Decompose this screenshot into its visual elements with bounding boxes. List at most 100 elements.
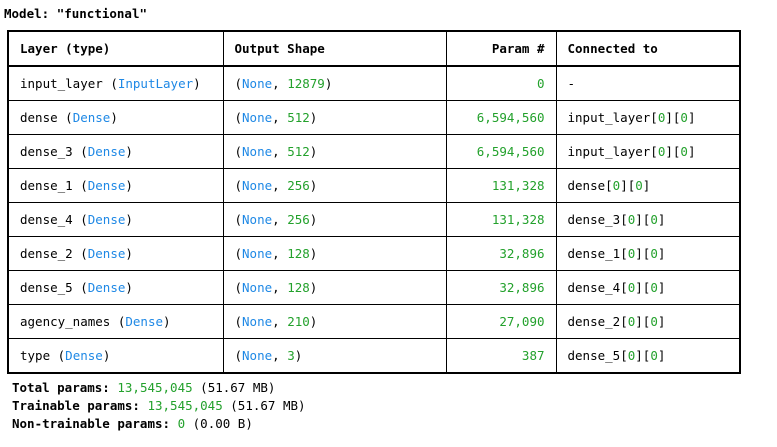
header-row: Layer (type) Output Shape Param # Connec…: [7, 30, 741, 67]
model-summary-table: Layer (type) Output Shape Param # Connec…: [7, 30, 741, 374]
shape-dim: 128: [287, 280, 310, 295]
layer-type: InputLayer: [117, 76, 194, 91]
param-count: 6,594,560: [476, 144, 545, 159]
connected-to-cell: input_layer[0][0]: [555, 100, 741, 135]
output-shape-cell: (None, 128): [222, 270, 447, 305]
connected-index: 0: [657, 144, 666, 159]
connected-subindex: 0: [680, 110, 688, 125]
connected-index: 0: [657, 110, 666, 125]
header-layer-type: Layer (type): [7, 30, 224, 67]
connected-to-cell: input_layer[0][0]: [555, 134, 741, 169]
connected-subindex: 0: [680, 144, 688, 159]
layer-name: input_layer: [20, 76, 103, 91]
param-count-cell: 0: [445, 65, 557, 101]
layer-cell: dense_5 (Dense): [7, 270, 224, 305]
shape-none: None: [242, 314, 273, 329]
param-count: 27,090: [499, 314, 545, 329]
layer-name: agency_names: [20, 314, 111, 329]
layer-type: Dense: [87, 246, 126, 261]
layer-name: dense_4: [20, 212, 73, 227]
layer-cell: dense_1 (Dense): [7, 168, 224, 203]
output-shape-cell: (None, 256): [222, 168, 447, 203]
layer-name: dense_5: [20, 280, 73, 295]
layer-cell: type (Dense): [7, 338, 224, 374]
connected-layer: dense: [567, 178, 606, 193]
trainable-params-label: Trainable params:: [12, 398, 140, 413]
layer-cell: dense (Dense): [7, 100, 224, 135]
connected-subindex: 0: [650, 314, 658, 329]
layer-cell: dense_4 (Dense): [7, 202, 224, 237]
layer-name: dense_3: [20, 144, 73, 159]
total-params-line: Total params: 13,545,045 (51.67 MB): [12, 379, 306, 397]
connected-to-cell: dense_5[0][0]: [555, 338, 741, 374]
header-connected-to: Connected to: [555, 30, 741, 67]
table-row: dense_2 (Dense) (None, 128) 32,896 dense_1[…: [7, 236, 741, 271]
param-count-cell: 32,896: [445, 270, 557, 305]
param-count: 387: [521, 348, 545, 363]
layer-cell: dense_2 (Dense): [7, 236, 224, 271]
connected-layer: input_layer: [567, 144, 651, 159]
output-shape-cell: (None, 210): [222, 304, 447, 339]
output-shape-cell: (None, 512): [222, 100, 447, 135]
connected-index: 0: [627, 280, 636, 295]
layer-name: type: [20, 348, 51, 363]
shape-dim: 3: [287, 348, 295, 363]
param-count-cell: 387: [445, 338, 557, 374]
non-trainable-params-size: (0.00 B): [192, 416, 253, 431]
connected-to-cell: dense_2[0][0]: [555, 304, 741, 339]
layer-type: Dense: [87, 144, 126, 159]
table-row: type (Dense) (None, 3) 387 dense_5[0][0]: [7, 338, 741, 374]
layer-type: Dense: [65, 348, 103, 363]
param-count: 131,328: [491, 178, 545, 193]
connected-to-cell: dense_4[0][0]: [555, 270, 741, 305]
connected-layer: dense_2: [567, 314, 621, 329]
model-title: Model: "functional": [4, 4, 147, 24]
connected-layer: input_layer: [567, 110, 651, 125]
table-row: dense_3 (Dense) (None, 512) 6,594,560 input…: [7, 134, 741, 169]
param-count-cell: 6,594,560: [445, 134, 557, 169]
param-count-cell: 131,328: [445, 168, 557, 203]
connected-subindex: 0: [650, 280, 658, 295]
total-params-label: Total params:: [12, 380, 110, 395]
shape-none: None: [242, 76, 273, 91]
shape-none: None: [242, 144, 273, 159]
param-count: 6,594,560: [476, 110, 545, 125]
non-trainable-params-line: Non-trainable params: 0 (0.00 B): [12, 415, 306, 433]
layer-type: Dense: [72, 110, 111, 125]
param-count: 32,896: [499, 280, 545, 295]
layer-type: Dense: [87, 280, 126, 295]
shape-dim: 512: [287, 110, 310, 125]
shape-dim: 210: [287, 314, 310, 329]
shape-dim: 256: [287, 212, 310, 227]
table-row: dense (Dense) (None, 512) 6,594,560 input_l…: [7, 100, 741, 135]
connected-layer: dense_5: [567, 348, 621, 363]
table-row: agency_names (Dense) (None, 210) 27,090 den…: [7, 304, 741, 339]
trainable-params-value: 13,545,045: [147, 398, 223, 413]
connected-subindex: 0: [650, 348, 658, 363]
output-shape-cell: (None, 256): [222, 202, 447, 237]
connected-index: 0: [627, 212, 636, 227]
connected-index: 0: [627, 314, 636, 329]
output-shape-cell: (None, 128): [222, 236, 447, 271]
connected-subindex: 0: [635, 178, 643, 193]
shape-none: None: [242, 280, 273, 295]
shape-dim: 512: [287, 144, 310, 159]
total-params-size: (51.67 MB): [200, 380, 276, 395]
shape-none: None: [242, 110, 273, 125]
connected-to-cell: -: [555, 65, 741, 101]
param-count-cell: 131,328: [445, 202, 557, 237]
param-count-cell: 6,594,560: [445, 100, 557, 135]
param-count-cell: 27,090: [445, 304, 557, 339]
param-count-cell: 32,896: [445, 236, 557, 271]
connected-to-cell: dense_3[0][0]: [555, 202, 741, 237]
shape-dim: 128: [287, 246, 310, 261]
table-row: input_layer (InputLayer) (None, 12879) 0 -: [7, 65, 741, 101]
connected-index: 0: [627, 348, 636, 363]
shape-dim: 12879: [287, 76, 325, 91]
layer-name: dense_2: [20, 246, 73, 261]
trainable-params-line: Trainable params: 13,545,045 (51.67 MB): [12, 397, 306, 415]
non-trainable-params-value: 0: [177, 416, 186, 431]
table-row: dense_1 (Dense) (None, 256) 131,328 dense[0…: [7, 168, 741, 203]
layer-name: dense: [20, 110, 58, 125]
connected-index: 0: [612, 178, 621, 193]
